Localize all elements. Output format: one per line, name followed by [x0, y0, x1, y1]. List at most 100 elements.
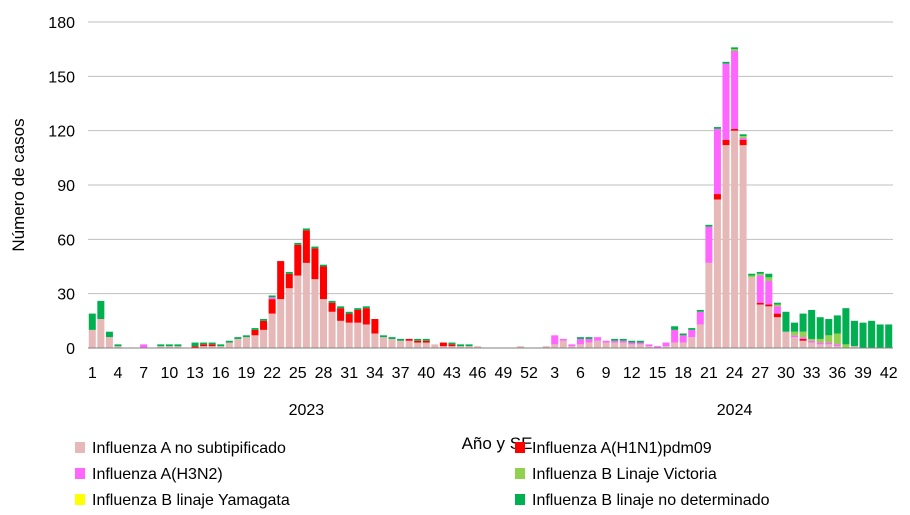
- bar-segment-series-2: [653, 346, 661, 348]
- legend-swatch: [75, 494, 85, 505]
- bar-segment-series-0: [576, 344, 584, 348]
- bar-segment-series-5: [225, 340, 233, 343]
- bar-segment-series-0: [345, 322, 353, 348]
- bar-segment-series-2: [602, 340, 610, 343]
- bar-segment-series-0: [200, 346, 208, 348]
- bar-segment-series-2: [636, 342, 644, 345]
- bar-segment-series-5: [362, 306, 370, 309]
- bars: [88, 47, 893, 348]
- bar-segment-series-2: [731, 50, 739, 129]
- bar-segment-series-1: [354, 309, 362, 323]
- bar-segment-series-0: [713, 199, 721, 348]
- legend-swatch: [515, 468, 525, 479]
- bar-segment-series-0: [799, 340, 807, 348]
- bar-segment-series-2: [679, 335, 687, 343]
- x-tick-label: 12: [623, 365, 641, 382]
- bar-segment-series-2: [268, 297, 276, 300]
- bar-segment-series-1: [756, 302, 764, 305]
- bar-segment-series-0: [602, 342, 610, 348]
- bar-segment-series-2: [140, 344, 148, 348]
- bar-segment-series-2: [808, 340, 816, 343]
- bar-segment-series-0: [705, 262, 713, 348]
- x-tick-label: 28: [315, 365, 333, 382]
- bar-segment-series-3: [765, 277, 773, 281]
- bar-segment-series-2: [739, 137, 747, 140]
- bar-segment-series-1: [277, 261, 285, 300]
- bar-segment-series-1: [319, 266, 328, 300]
- bar-segment-series-5: [285, 271, 293, 274]
- bar-segment-series-0: [825, 344, 833, 348]
- x-tick-label: 43: [443, 365, 461, 382]
- bar-segment-series-1: [713, 194, 721, 200]
- bar-segment-series-5: [619, 338, 627, 341]
- bar-segment-series-0: [285, 288, 293, 348]
- bar-segment-series-0: [405, 340, 413, 348]
- bar-segment-series-0: [260, 329, 268, 348]
- bar-segment-series-0: [816, 344, 824, 348]
- bar-segment-series-5: [105, 331, 113, 338]
- y-axis-ticks: 0 30 60 90 120 150 180: [48, 15, 75, 358]
- bar-segment-series-2: [594, 337, 602, 341]
- bar-segment-series-1: [422, 340, 430, 343]
- bar-segment-series-0: [97, 319, 105, 348]
- legend-label: Influenza A(H3N2): [92, 466, 223, 483]
- bar-segment-series-5: [859, 322, 867, 348]
- bar-segment-series-0: [388, 338, 396, 348]
- bar-segment-series-0: [105, 337, 113, 348]
- bar-segment-series-0: [422, 342, 430, 348]
- bar-segment-series-0: [765, 306, 773, 348]
- bar-segment-series-3: [816, 338, 824, 343]
- x-tick-label: 24: [726, 365, 744, 382]
- year-label: 2024: [717, 402, 753, 419]
- bar-segment-series-5: [354, 308, 362, 310]
- bar-segment-series-5: [191, 342, 199, 347]
- bar-segment-series-2: [585, 338, 593, 343]
- bar-segment-series-5: [833, 315, 841, 334]
- bar-segment-series-5: [465, 344, 473, 347]
- bar-segment-series-0: [217, 346, 225, 348]
- bar-segment-series-0: [379, 337, 387, 348]
- bar-segment-series-2: [825, 342, 833, 345]
- x-tick-label: 31: [340, 365, 358, 382]
- legend-swatch: [515, 494, 525, 505]
- bar-segment-series-5: [397, 338, 405, 341]
- bar-segment-series-5: [217, 344, 225, 347]
- bar-segment-series-2: [722, 63, 730, 140]
- bar-segment-series-5: [825, 319, 833, 336]
- bar-segment-series-0: [585, 342, 593, 348]
- bar-segment-series-0: [636, 344, 644, 348]
- bar-segment-series-0: [696, 324, 704, 348]
- bar-segment-series-5: [576, 337, 584, 339]
- bar-segment-series-5: [731, 47, 739, 50]
- year-label: 2023: [289, 402, 325, 419]
- bar-segment-series-0: [748, 277, 756, 348]
- x-tick-label: 36: [828, 365, 846, 382]
- bar-segment-series-5: [157, 344, 165, 347]
- x-tick-label: 19: [238, 365, 256, 382]
- bar-segment-series-1: [722, 139, 730, 146]
- bar-segment-series-5: [97, 300, 105, 320]
- bar-segment-series-0: [431, 344, 439, 348]
- bar-segment-series-1: [739, 139, 747, 146]
- bar-segment-series-1: [765, 304, 773, 307]
- bar-segment-series-5: [165, 344, 173, 347]
- x-tick-label: 1: [88, 365, 97, 382]
- bar-segment-series-5: [585, 337, 593, 339]
- x-tick-label: 3: [550, 365, 559, 382]
- bar-segment-series-0: [850, 346, 858, 348]
- bar-segment-series-2: [619, 340, 627, 343]
- bar-segment-series-2: [576, 338, 584, 345]
- bar-segment-series-5: [748, 273, 756, 276]
- bar-segment-series-0: [628, 344, 636, 348]
- bar-segment-series-2: [799, 337, 807, 339]
- legend-label: Influenza A no subtipificado: [92, 440, 286, 457]
- bar-segment-series-1: [260, 320, 268, 330]
- bar-segment-series-5: [611, 338, 619, 341]
- bar-segment-series-5: [688, 328, 696, 330]
- y-tick-label: 60: [57, 232, 75, 249]
- x-tick-label: 16: [212, 365, 230, 382]
- bar-segment-series-1: [448, 344, 456, 347]
- bar-segment-series-0: [448, 346, 456, 348]
- bar-segment-series-5: [114, 344, 122, 347]
